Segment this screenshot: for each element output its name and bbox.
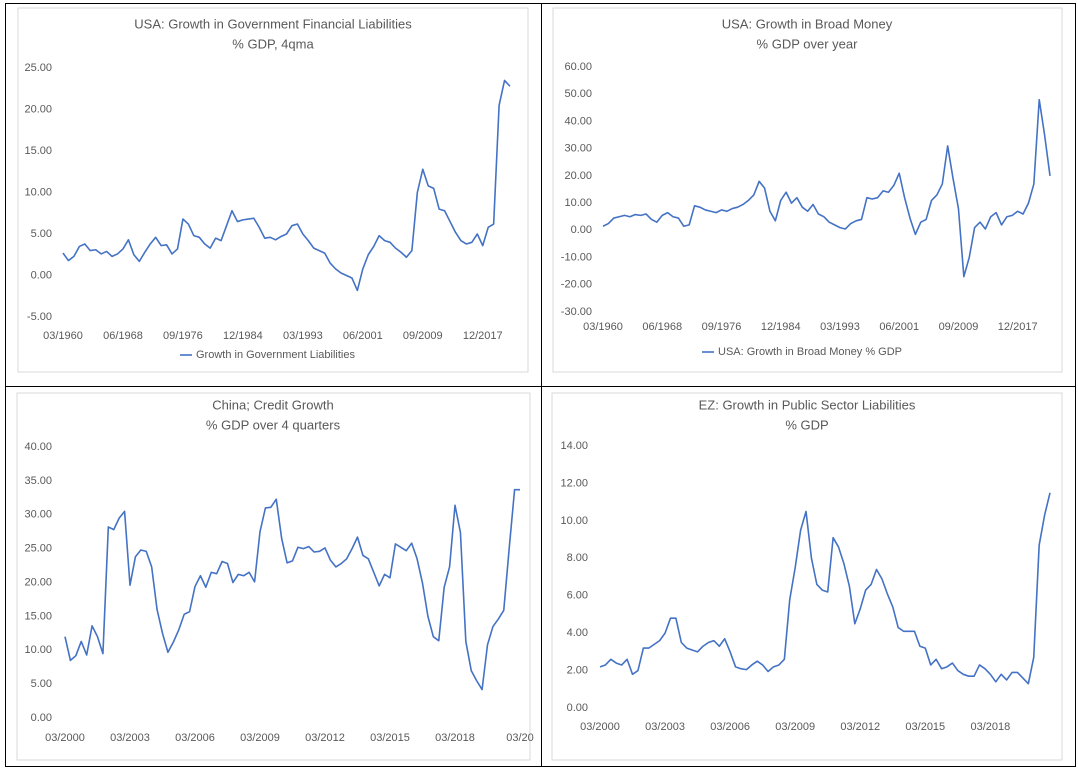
chart-subtitle: % GDP <box>785 417 828 432</box>
x-tick-label: 06/2001 <box>879 321 919 333</box>
chart-subtitle: % GDP, 4qma <box>232 36 314 51</box>
x-tick-label: 03/2006 <box>710 721 750 733</box>
x-tick-label: 03/2009 <box>240 732 280 744</box>
x-tick-label: 12/1984 <box>223 330 263 342</box>
chart-title: EZ: Growth in Public Sector Liabilities <box>699 397 916 412</box>
y-tick-label: -20.00 <box>561 279 592 291</box>
y-tick-label: 25.00 <box>24 62 52 74</box>
x-tick-label: 06/2001 <box>343 330 383 342</box>
y-tick-label: 15.00 <box>24 610 52 622</box>
x-tick-label: 03/2015 <box>370 732 410 744</box>
x-tick-label: 06/1968 <box>103 330 143 342</box>
chart-title: China; Credit Growth <box>212 397 333 412</box>
y-tick-label: 60.00 <box>564 61 592 73</box>
y-tick-label: 30.00 <box>24 509 52 521</box>
y-tick-label: -5.00 <box>27 311 52 323</box>
y-tick-label: 25.00 <box>24 543 52 555</box>
chart-title: USA: Growth in Government Financial Liab… <box>134 16 412 31</box>
x-tick-label: 12/2017 <box>463 330 503 342</box>
x-tick-label: 03/2000 <box>580 721 620 733</box>
y-tick-label: 0.00 <box>31 269 52 281</box>
y-tick-label: 20.00 <box>24 576 52 588</box>
y-tick-label: 40.00 <box>24 441 52 453</box>
y-tick-label: 30.00 <box>564 143 592 155</box>
y-tick-label: 5.00 <box>31 228 52 240</box>
x-tick-label: 03/2012 <box>305 732 345 744</box>
x-tick-label: 03/1993 <box>283 330 323 342</box>
y-tick-label: 6.00 <box>567 590 588 602</box>
y-tick-label: 50.00 <box>564 88 592 100</box>
y-tick-label: 14.00 <box>560 440 588 452</box>
x-tick-label: 03/2018 <box>435 732 475 744</box>
x-tick-label: 03/1960 <box>583 321 623 333</box>
chart-frame <box>16 392 531 761</box>
x-tick-label: 03/2018 <box>970 721 1010 733</box>
x-tick-label: 09/2009 <box>403 330 443 342</box>
y-tick-label: -10.00 <box>561 251 592 263</box>
outer-border <box>5 3 1076 767</box>
y-tick-label: 35.00 <box>24 475 52 487</box>
y-tick-label: 10.00 <box>560 515 588 527</box>
x-tick-label: 09/2009 <box>939 321 979 333</box>
y-tick-label: 8.00 <box>567 552 588 564</box>
x-tick-label: 06/1968 <box>642 321 682 333</box>
y-tick-label: 0.00 <box>31 712 52 724</box>
y-tick-label: 10.00 <box>24 186 52 198</box>
y-tick-label: 20.00 <box>24 103 52 115</box>
x-tick-label: 12/1984 <box>761 321 801 333</box>
chart-frame <box>551 392 1063 761</box>
chart-subtitle: % GDP over 4 quarters <box>206 417 341 432</box>
x-tick-label: 03/1993 <box>820 321 860 333</box>
y-tick-label: 10.00 <box>24 644 52 656</box>
x-tick-label: 12/2017 <box>998 321 1038 333</box>
x-tick-label: 03/2006 <box>175 732 215 744</box>
chart-frame <box>552 7 1063 373</box>
chart-frame <box>17 7 529 373</box>
x-tick-label: 03/2015 <box>905 721 945 733</box>
x-tick-label: 03/2012 <box>840 721 880 733</box>
y-tick-label: 40.00 <box>564 115 592 127</box>
data-line <box>62 79 511 292</box>
x-tick-label: 03/2009 <box>775 721 815 733</box>
data-line <box>599 492 1051 685</box>
chart-title: USA: Growth in Broad Money <box>722 16 893 31</box>
y-tick-label: 10.00 <box>564 197 592 209</box>
y-tick-label: 4.00 <box>567 627 588 639</box>
data-line <box>64 488 520 691</box>
x-tick-label: 09/1976 <box>163 330 203 342</box>
x-tick-label: 03/2003 <box>110 732 150 744</box>
legend-label: USA: Growth in Broad Money % GDP <box>718 346 902 358</box>
y-tick-label: 2.00 <box>567 664 588 676</box>
x-tick-label: 03/2000 <box>45 732 85 744</box>
x-tick-label: 03/1960 <box>43 330 83 342</box>
y-tick-label: 12.00 <box>560 477 588 489</box>
chart-subtitle: % GDP over year <box>757 36 859 51</box>
y-tick-label: 20.00 <box>564 170 592 182</box>
x-tick-label: 03/2003 <box>645 721 685 733</box>
y-tick-label: 15.00 <box>24 145 52 157</box>
data-line <box>602 98 1051 278</box>
x-tick-label: 09/1976 <box>702 321 742 333</box>
y-tick-label: 0.00 <box>571 224 592 236</box>
y-tick-label: 0.00 <box>567 702 588 714</box>
x-tick-label: 03/20 <box>506 732 534 744</box>
legend-label: Growth in Government Liabilities <box>196 349 355 361</box>
y-tick-label: 5.00 <box>31 678 52 690</box>
y-tick-label: -30.00 <box>561 306 592 318</box>
